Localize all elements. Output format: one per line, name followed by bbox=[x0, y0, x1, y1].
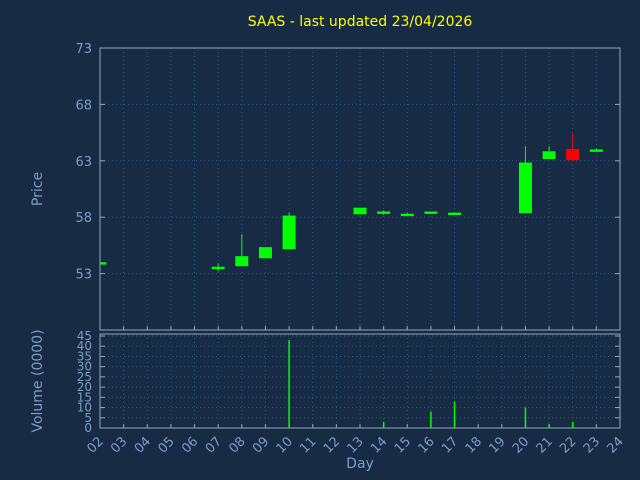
price-tick-label: 53 bbox=[75, 268, 92, 283]
price-tick-label: 73 bbox=[75, 42, 92, 57]
volume-panel-border bbox=[99, 333, 621, 429]
day-axis-label: Day bbox=[346, 456, 374, 472]
candle bbox=[566, 149, 580, 161]
volume-tick-label: 0 bbox=[84, 421, 92, 435]
x-tick-label: 22 bbox=[557, 434, 579, 456]
volume-tick-label: 35 bbox=[77, 349, 92, 363]
volume-tick-label: 20 bbox=[77, 380, 92, 394]
price-tick-label: 68 bbox=[75, 98, 92, 113]
volume-tick-label: 15 bbox=[77, 390, 92, 404]
candle bbox=[448, 212, 462, 216]
candle bbox=[518, 162, 532, 214]
candle bbox=[235, 256, 249, 267]
candle bbox=[589, 149, 603, 152]
x-tick-label: 13 bbox=[345, 434, 367, 456]
volume-tick-label: 10 bbox=[77, 401, 92, 415]
x-tick-label: 03 bbox=[108, 434, 130, 456]
x-tick-label: 14 bbox=[368, 434, 390, 456]
x-tick-label: 12 bbox=[321, 434, 343, 456]
candles-layer bbox=[100, 133, 603, 272]
x-tick-label: 15 bbox=[392, 434, 414, 456]
x-tick-label: 16 bbox=[415, 434, 437, 456]
x-tick-label: 11 bbox=[297, 434, 319, 456]
price-tick-label: 63 bbox=[75, 155, 92, 170]
candle bbox=[353, 207, 367, 215]
volume-tick-label: 25 bbox=[77, 370, 92, 384]
x-tick-label: 10 bbox=[274, 434, 296, 456]
candle bbox=[400, 213, 414, 217]
candle bbox=[542, 151, 556, 160]
x-tick-label: 06 bbox=[179, 434, 201, 456]
volume-tick-label: 45 bbox=[77, 329, 92, 343]
x-tick-label: 09 bbox=[250, 434, 272, 456]
volume-tick-label: 5 bbox=[84, 411, 92, 425]
x-tick-label: 24 bbox=[605, 434, 627, 456]
x-tick-label: 02 bbox=[85, 434, 107, 456]
candle bbox=[424, 211, 438, 214]
chart-title: SAAS - last updated 23/04/2026 bbox=[247, 14, 473, 30]
x-tick-label: 20 bbox=[510, 434, 532, 456]
x-tick-label: 07 bbox=[203, 434, 225, 456]
grid-layer bbox=[99, 47, 621, 429]
candle bbox=[377, 211, 391, 214]
x-tick-label: 23 bbox=[581, 434, 603, 456]
price-panel-border bbox=[99, 47, 621, 331]
candle bbox=[211, 266, 225, 270]
x-tick-label: 08 bbox=[226, 434, 248, 456]
x-tick-label: 18 bbox=[463, 434, 485, 456]
candle bbox=[282, 215, 296, 250]
x-tick-label: 05 bbox=[155, 434, 177, 456]
x-tick-label: 21 bbox=[534, 434, 556, 456]
x-tick-label: 19 bbox=[486, 434, 508, 456]
x-tick-label: 17 bbox=[439, 434, 461, 456]
x-tick-label: 04 bbox=[132, 434, 154, 456]
volume-bars-layer bbox=[288, 340, 574, 428]
volume-tick-label: 40 bbox=[77, 339, 92, 353]
candle bbox=[100, 262, 107, 265]
candle bbox=[258, 247, 272, 259]
price-tick-label: 58 bbox=[75, 211, 92, 226]
volume-tick-label: 30 bbox=[77, 360, 92, 374]
